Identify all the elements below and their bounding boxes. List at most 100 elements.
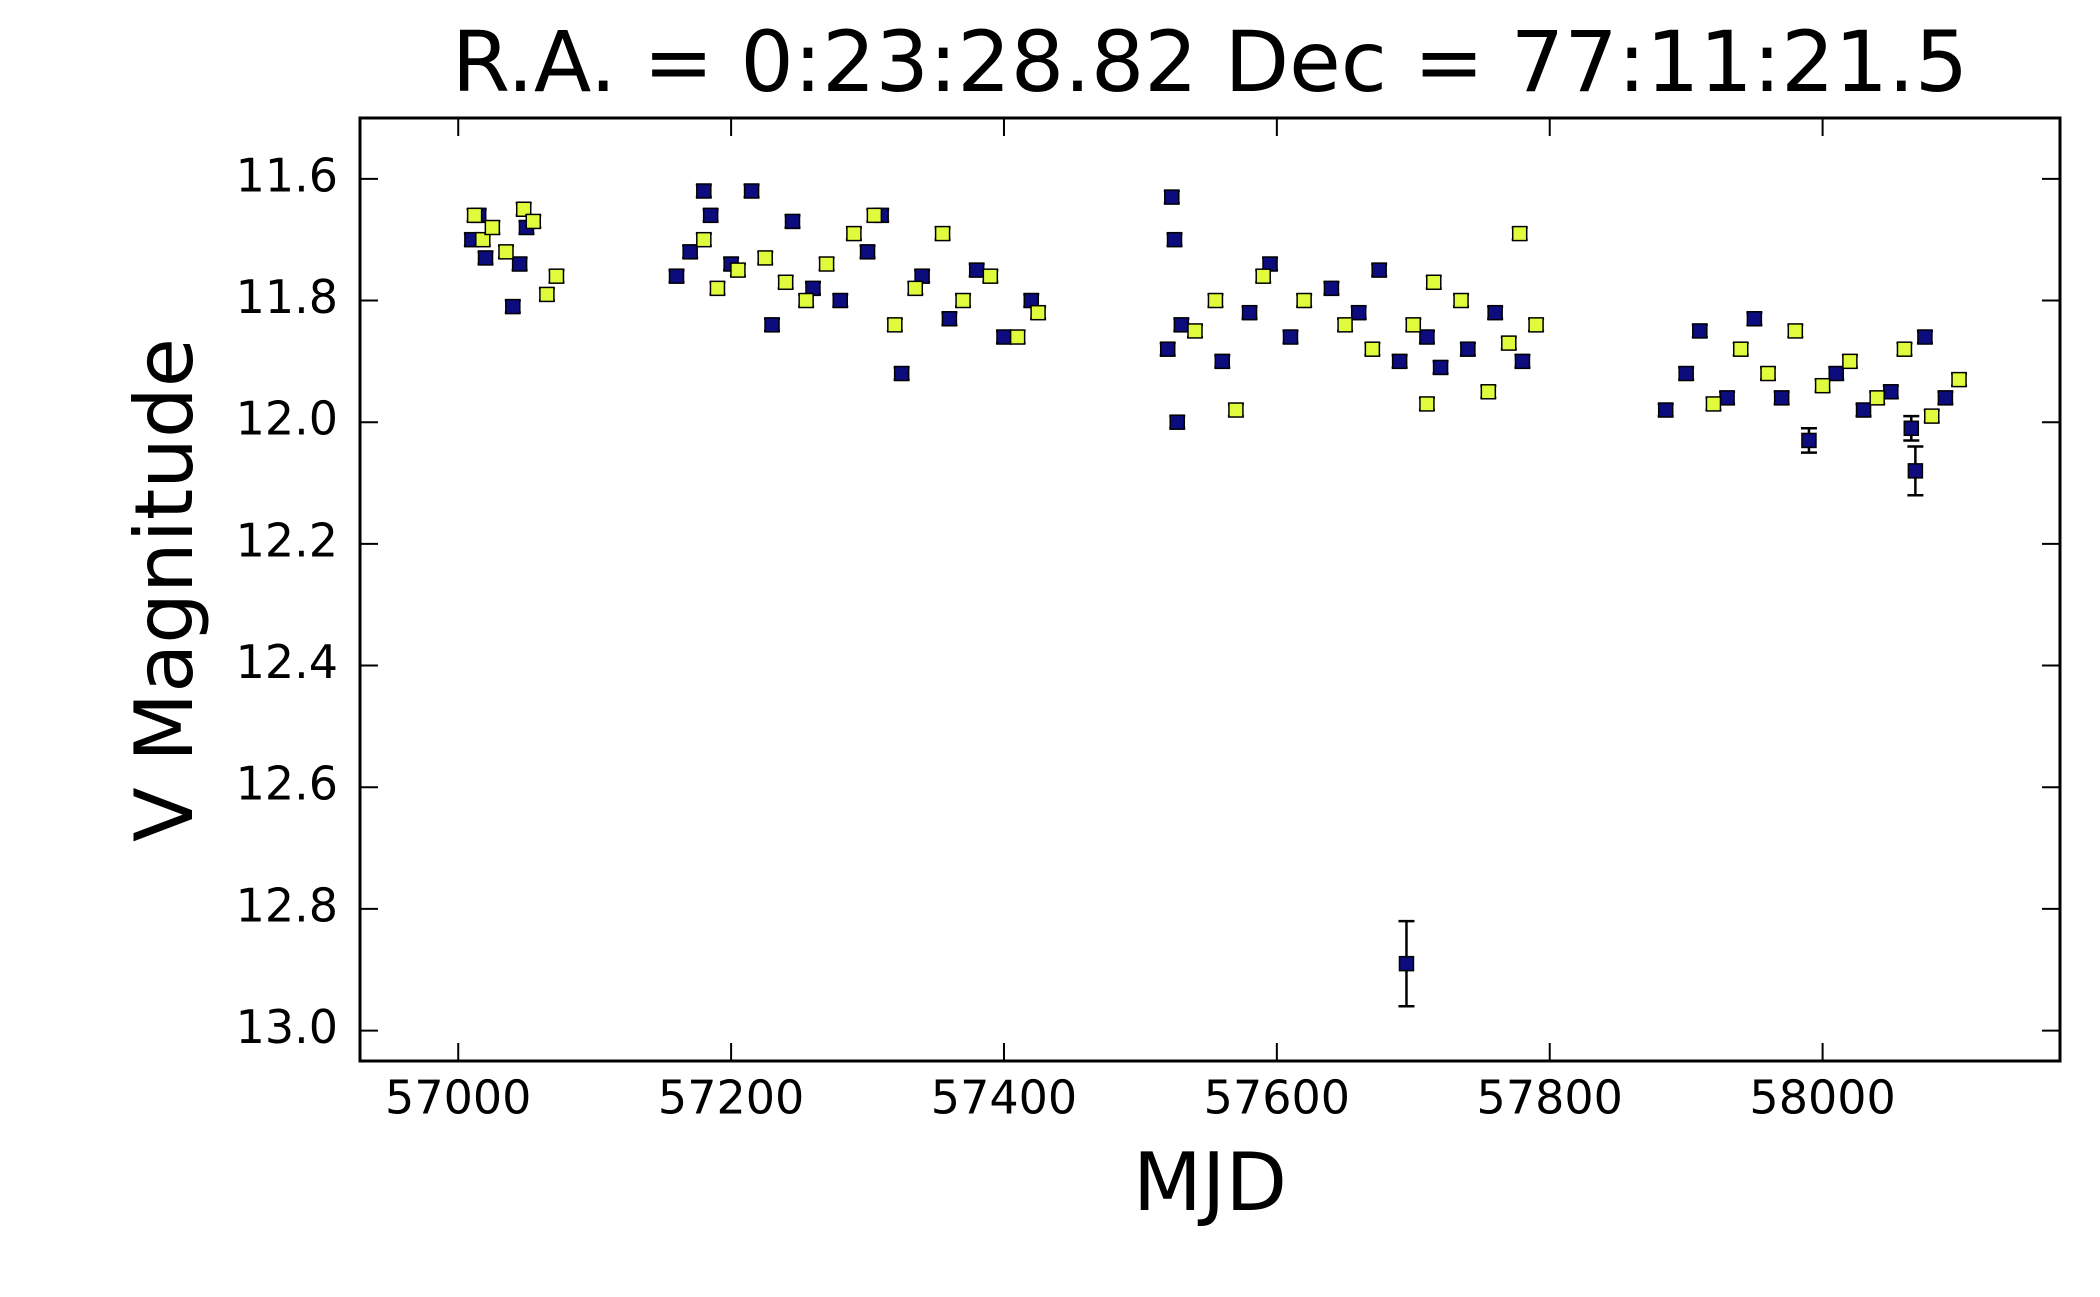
point [525,213,542,230]
y-tick-label: 11.6 [236,148,338,202]
point [1426,274,1442,291]
point [1398,955,1415,972]
point [1228,402,1244,418]
point [777,274,794,291]
point [709,280,726,297]
point [893,365,910,382]
point [1773,390,1790,406]
point [968,262,985,278]
point [1719,390,1735,406]
point [1528,317,1544,333]
point [475,231,491,248]
point [1460,341,1476,357]
x-tick-label: 57200 [658,1071,804,1125]
point [1391,353,1408,370]
x-tick-label: 57800 [1477,1071,1623,1125]
point [859,244,876,260]
point [941,311,958,327]
point [1166,231,1183,248]
point [1951,371,1967,388]
point [1405,317,1422,333]
point [1164,189,1180,205]
point [846,225,862,242]
point [484,219,501,236]
point [1241,304,1258,321]
point [1828,365,1844,382]
point [818,256,835,272]
plot-frame [358,116,2062,1063]
point [505,298,521,315]
point [1323,280,1340,297]
point [668,268,685,284]
point [515,201,532,218]
point [1514,353,1531,370]
point [887,317,903,333]
point [1337,317,1353,333]
point [955,292,971,309]
point [764,317,780,333]
chart-title: R.A. = 0:23:28.82 Dec = 77:11:21.5 [452,13,1968,111]
point [1760,365,1776,382]
point [730,262,746,278]
point [498,244,514,260]
point [1009,329,1026,345]
point [1511,225,1528,242]
point [934,225,951,242]
point [1487,304,1503,321]
y-tick-label: 12.0 [236,392,338,446]
point [1923,408,1940,424]
point [1364,341,1381,357]
point [696,231,712,248]
point [1903,420,1920,437]
x-tick-label: 57600 [1204,1071,1350,1125]
point [1159,341,1176,357]
point [466,207,483,224]
point [1187,323,1203,339]
point [1937,390,1954,406]
point [1678,365,1694,382]
point [1296,292,1312,309]
point [1907,463,1924,479]
point [1896,341,1913,357]
y-tick-label: 12.4 [236,635,338,689]
point [1814,377,1831,394]
point [1350,304,1367,321]
point [1746,311,1763,327]
point [1787,323,1804,339]
point [1030,304,1046,321]
point [1207,292,1224,309]
point [511,256,528,272]
y-tick-label: 12.6 [236,757,338,811]
point [1869,390,1885,406]
point [1419,329,1435,345]
y-tick-label: 12.8 [236,878,338,932]
point [798,292,814,309]
point [1657,402,1674,418]
point [702,207,719,224]
point [832,292,849,309]
point [996,329,1012,345]
point [1282,329,1299,345]
point [1214,353,1231,370]
point [1842,353,1858,370]
point [784,213,801,230]
point [1801,432,1817,449]
point [1371,262,1387,278]
x-tick-label: 57000 [385,1071,531,1125]
point [1480,384,1497,400]
point [682,244,698,260]
point [1419,396,1435,412]
point [1732,341,1749,357]
point [866,207,883,224]
point [1453,292,1469,309]
point [1501,335,1517,351]
x-tick-label: 57400 [931,1071,1077,1125]
point [1692,323,1708,339]
point [757,250,773,266]
point [1883,384,1899,400]
y-tick-label: 13.0 [236,1000,338,1054]
point [696,183,712,199]
point [548,268,565,284]
point [1255,268,1271,284]
